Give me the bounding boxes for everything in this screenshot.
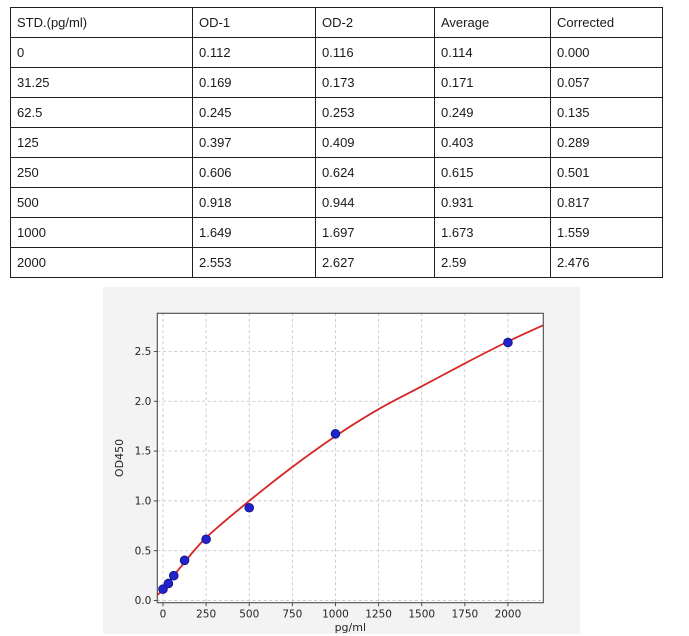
- y-tick-label: 0.5: [135, 545, 152, 557]
- data-point-marker: [179, 555, 190, 566]
- table-header-row: STD.(pg/ml) OD-1 OD-2 Average Corrected: [10, 7, 663, 38]
- data-point-marker: [244, 502, 255, 513]
- table-header-cell: STD.(pg/ml): [10, 7, 193, 38]
- table-cell: 0: [10, 37, 193, 68]
- standard-curve-chart: 0 250 500 750 1000 1250 1500 1750 2000 0.0 0.5 1.0 1…: [113, 312, 544, 634]
- table-cell: 0.501: [550, 157, 663, 188]
- table-cell: 0.944: [315, 187, 435, 218]
- y-tick-label: 1.5: [135, 446, 152, 458]
- x-tick-label: 1500: [408, 609, 435, 621]
- table-cell: 0.289: [550, 127, 663, 158]
- table-cell: 0.112: [192, 37, 316, 68]
- table-cell: 1.673: [434, 217, 551, 248]
- table-cell: 1.649: [192, 217, 316, 248]
- table-cell: 0.249: [434, 97, 551, 128]
- table-cell: 31.25: [10, 67, 193, 98]
- table-cell: 0.403: [434, 127, 551, 158]
- tick-labels: 0 250 500 750 1000 1250 1500 1750 2000 0.0 0.5 1.0 1…: [135, 346, 522, 621]
- x-tick-label: 1750: [451, 609, 478, 621]
- table-cell: 0.918: [192, 187, 316, 218]
- table-cell: 0.057: [550, 67, 663, 98]
- table-cell: 0.606: [192, 157, 316, 188]
- y-tick-label: 2.5: [135, 346, 152, 358]
- table-header: STD.(pg/ml) OD-1 OD-2 Average Corrected: [10, 7, 663, 38]
- x-axis-label: pg/ml: [335, 621, 366, 634]
- table-body: 0 0.112 0.116 0.114 0.000 31.25 0.169 0.173 0.17…: [10, 37, 663, 278]
- data-point-marker: [168, 570, 179, 581]
- standard-curve-figure: 0 250 500 750 1000 1250 1500 1750 2000 0.0 0.5 1.0 1…: [103, 287, 580, 634]
- table-header-cell: Corrected: [550, 7, 663, 38]
- table-cell: 0.114: [434, 37, 551, 68]
- table-row: 125 0.397 0.409 0.403 0.289: [10, 127, 663, 158]
- y-tick-label: 2.0: [135, 396, 152, 408]
- table-row: 62.5 0.245 0.253 0.249 0.135: [10, 97, 663, 128]
- data-point-marker: [163, 578, 174, 589]
- table-cell: 0.000: [550, 37, 663, 68]
- data-points: [158, 337, 513, 594]
- data-point-marker: [330, 429, 341, 439]
- table-cell: 0.624: [315, 157, 435, 188]
- table-row: 500 0.918 0.944 0.931 0.817: [10, 187, 663, 218]
- table-cell: 62.5: [10, 97, 193, 128]
- table-header-cell: OD-1: [192, 7, 316, 38]
- table-header-cell: OD-2: [315, 7, 435, 38]
- table-cell: 0.169: [192, 67, 316, 98]
- table-row: 2000 2.553 2.627 2.59 2.476: [10, 247, 663, 278]
- fit-curve-line: [156, 324, 544, 596]
- table-cell: 0.397: [192, 127, 316, 158]
- data-point-marker: [201, 534, 211, 545]
- table-cell: 0.931: [434, 187, 551, 218]
- table-cell: 0.135: [550, 97, 663, 128]
- table-cell: 2.59: [434, 247, 551, 278]
- table-cell: 0.817: [550, 187, 663, 218]
- table-cell: 1000: [10, 217, 193, 248]
- plot-border: [156, 312, 544, 604]
- table-cell: 2.553: [192, 247, 316, 278]
- table-cell: 125: [10, 127, 193, 158]
- x-tick-label: 750: [282, 609, 302, 621]
- x-tick-label: 1000: [322, 609, 349, 621]
- table-row: 31.25 0.169 0.173 0.171 0.057: [10, 67, 663, 98]
- table-cell: 0.409: [315, 127, 435, 158]
- tick-marks: [153, 350, 509, 607]
- table-row: 1000 1.649 1.697 1.673 1.559: [10, 217, 663, 248]
- y-tick-label: 0.0: [135, 595, 152, 607]
- table-cell: 0.245: [192, 97, 316, 128]
- table-cell: 1.697: [315, 217, 435, 248]
- data-point-marker: [503, 337, 513, 348]
- table-cell: 2.476: [550, 247, 663, 278]
- x-tick-label: 1250: [365, 609, 392, 621]
- table-row: 250 0.606 0.624 0.615 0.501: [10, 157, 663, 188]
- table-cell: 0.615: [434, 157, 551, 188]
- table-header-cell: Average: [434, 7, 551, 38]
- gridlines: [157, 313, 544, 603]
- x-tick-label: 2000: [495, 609, 522, 621]
- x-tick-label: 500: [239, 609, 259, 621]
- y-axis-label: OD450: [113, 439, 126, 477]
- table-cell: 500: [10, 187, 193, 218]
- table-cell: 0.116: [315, 37, 435, 68]
- table-cell: 0.253: [315, 97, 435, 128]
- table-cell: 1.559: [550, 217, 663, 248]
- table-cell: 2000: [10, 247, 193, 278]
- table-row: 0 0.112 0.116 0.114 0.000: [10, 37, 663, 68]
- table-cell: 2.627: [315, 247, 435, 278]
- x-tick-label: 0: [160, 609, 167, 621]
- plot-area: [157, 313, 544, 603]
- table-cell: 0.171: [434, 67, 551, 98]
- y-tick-label: 1.0: [135, 495, 152, 507]
- x-tick-label: 250: [196, 609, 216, 621]
- table-cell: 0.173: [315, 67, 435, 98]
- standards-table: STD.(pg/ml) OD-1 OD-2 Average Corrected 0 0.1…: [10, 7, 663, 278]
- table-cell: 250: [10, 157, 193, 188]
